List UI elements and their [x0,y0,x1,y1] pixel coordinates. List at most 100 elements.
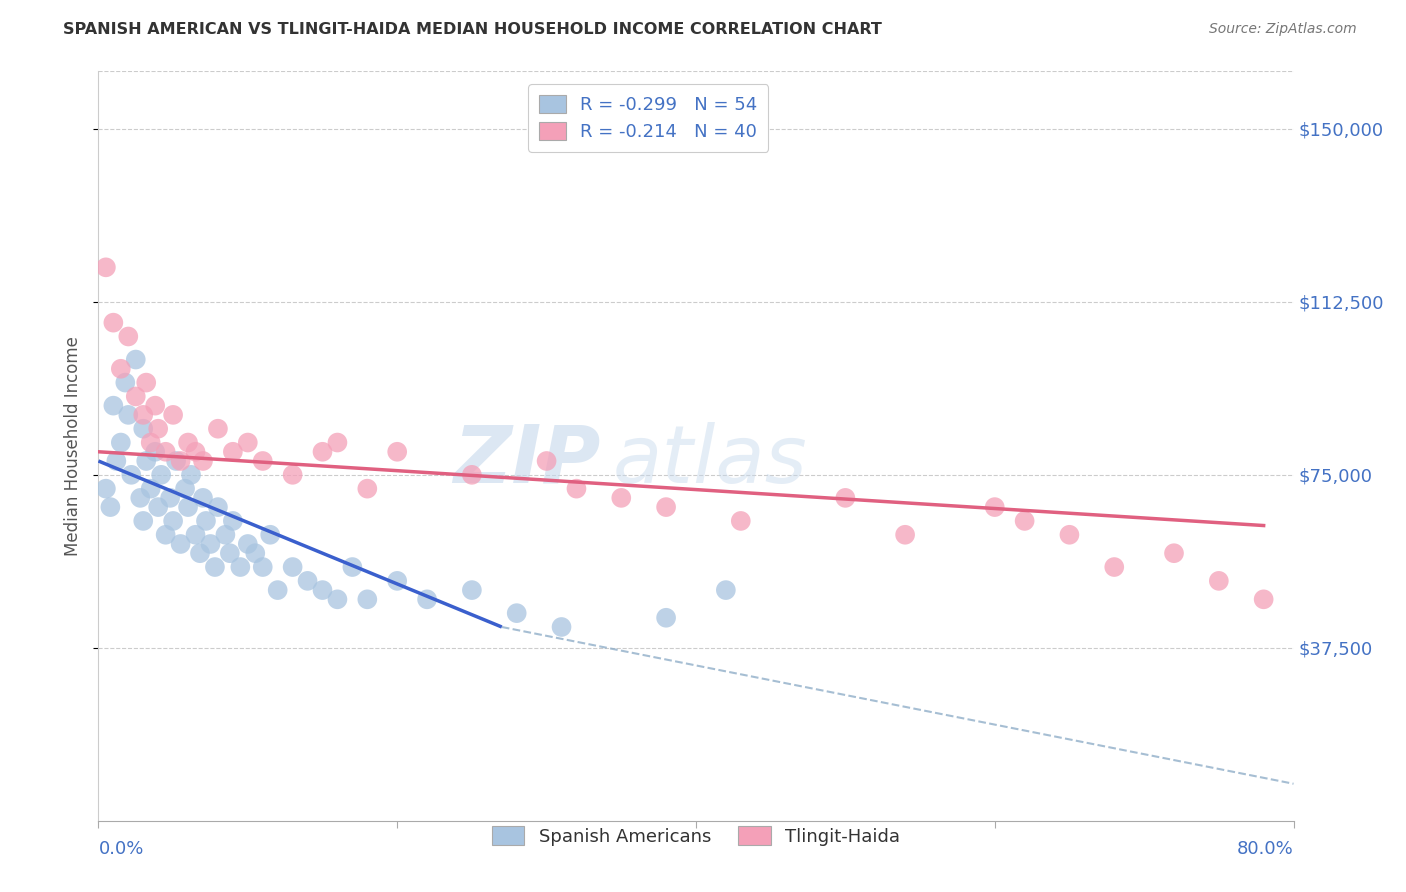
Point [155,444,177,458]
Point [132,514,155,528]
Point [114,376,136,390]
Point [184,444,207,458]
Point [252,454,274,468]
Point [143,399,166,413]
Point [191,491,214,505]
Point [326,592,349,607]
Point [356,592,378,607]
Point [1104,560,1126,574]
Point [1163,546,1185,560]
Point [506,606,529,620]
Text: 80.0%: 80.0% [1237,840,1294,858]
Text: Source: ZipAtlas.com: Source: ZipAtlas.com [1209,22,1357,37]
Point [188,546,211,560]
Point [162,408,184,422]
Point [125,352,148,367]
Point [139,435,162,450]
Point [610,491,633,505]
Point [385,444,409,458]
Point [132,408,155,422]
Point [311,583,333,598]
Point [94,260,117,275]
Point [311,444,333,458]
Point [162,514,184,528]
Point [222,444,245,458]
Point [730,514,752,528]
Point [207,422,229,436]
Point [236,537,259,551]
Point [191,454,214,468]
Point [174,482,197,496]
Point [177,435,200,450]
Point [219,546,242,560]
Point [236,435,259,450]
Point [245,546,267,560]
Point [184,528,207,542]
Point [1253,592,1275,607]
Point [169,537,191,551]
Point [200,537,222,551]
Point [155,528,177,542]
Point [129,491,152,505]
Text: ZIP: ZIP [453,422,600,500]
Point [169,454,191,468]
Point [180,467,202,482]
Point [281,560,304,574]
Point [165,454,187,468]
Legend: Spanish Americans, Tlingit-Haida: Spanish Americans, Tlingit-Haida [485,819,907,853]
Point [204,560,226,574]
Point [110,435,132,450]
Point [110,361,132,376]
Point [894,528,917,542]
Point [139,482,162,496]
Point [461,583,484,598]
Point [267,583,290,598]
Point [222,514,245,528]
Point [1014,514,1036,528]
Point [834,491,856,505]
Point [252,560,274,574]
Point [984,500,1007,514]
Point [148,500,170,514]
Point [105,454,128,468]
Y-axis label: Median Household Income: Median Household Income [65,336,83,556]
Point [120,467,142,482]
Point [103,316,125,330]
Point [281,467,304,482]
Point [117,408,139,422]
Point [385,574,409,588]
Point [117,329,139,343]
Point [150,467,173,482]
Point [135,376,157,390]
Point [655,500,678,514]
Point [207,500,229,514]
Point [125,389,148,403]
Point [1208,574,1230,588]
Point [655,611,678,625]
Point [536,454,558,468]
Point [461,467,484,482]
Point [132,422,155,436]
Point [148,422,170,436]
Point [297,574,319,588]
Point [143,444,166,458]
Point [159,491,181,505]
Point [214,528,236,542]
Point [98,500,122,514]
Point [94,482,117,496]
Point [259,528,281,542]
Text: 0.0%: 0.0% [98,840,143,858]
Point [177,500,200,514]
Point [714,583,737,598]
Point [565,482,588,496]
Point [342,560,364,574]
Text: SPANISH AMERICAN VS TLINGIT-HAIDA MEDIAN HOUSEHOLD INCOME CORRELATION CHART: SPANISH AMERICAN VS TLINGIT-HAIDA MEDIAN… [63,22,882,37]
Point [103,399,125,413]
Point [135,454,157,468]
Point [326,435,349,450]
Point [416,592,439,607]
Text: atlas: atlas [613,422,807,500]
Point [1059,528,1081,542]
Point [229,560,252,574]
Point [356,482,378,496]
